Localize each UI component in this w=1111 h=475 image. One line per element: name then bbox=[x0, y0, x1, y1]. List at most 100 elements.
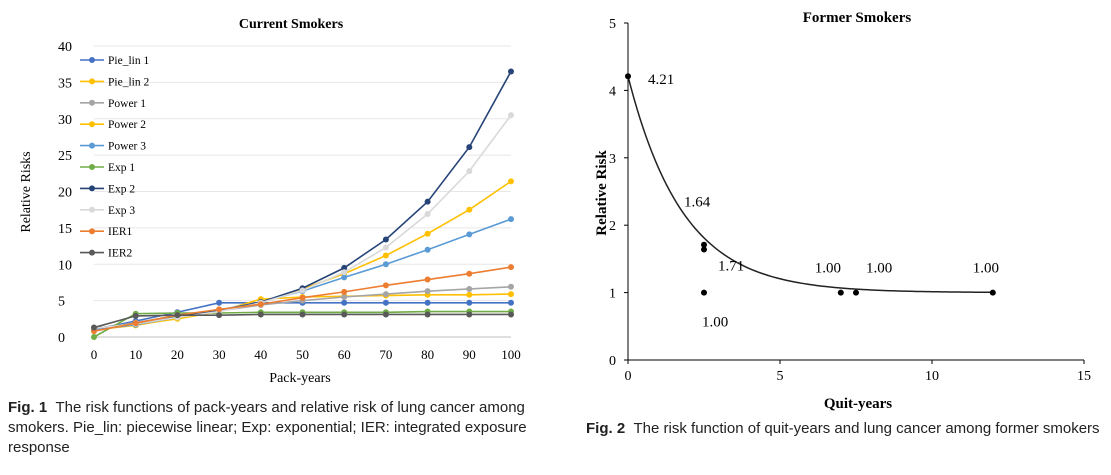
y-tick-label: 15 bbox=[58, 222, 72, 237]
y-tick-label: 35 bbox=[58, 76, 72, 91]
legend-marker bbox=[89, 249, 95, 256]
data-point bbox=[91, 334, 97, 340]
figure-1-caption: Fig. 1 The risk functions of pack-years … bbox=[8, 398, 553, 458]
x-tick-label: 15 bbox=[1077, 369, 1091, 384]
data-point bbox=[382, 261, 389, 268]
data-point bbox=[853, 289, 859, 296]
data-point bbox=[424, 198, 431, 205]
data-point bbox=[466, 299, 473, 306]
data-point bbox=[466, 206, 473, 213]
y-tick-label: 5 bbox=[609, 17, 616, 32]
data-point bbox=[837, 289, 844, 296]
data-label: 1.64 bbox=[684, 195, 711, 211]
data-point bbox=[508, 112, 514, 119]
fitted-curve bbox=[627, 76, 993, 294]
data-point bbox=[989, 289, 996, 296]
data-label: 1.00 bbox=[702, 315, 728, 331]
data-point bbox=[701, 246, 707, 253]
x-tick-label: 10 bbox=[129, 347, 142, 362]
data-point bbox=[299, 294, 306, 301]
y-tick-label: 1 bbox=[609, 287, 616, 302]
legend-marker bbox=[89, 185, 95, 192]
y-tick-label: 0 bbox=[58, 331, 65, 346]
legend-marker bbox=[89, 121, 95, 128]
legend-label: Pie_lin 2 bbox=[108, 76, 149, 88]
x-tick-label: 5 bbox=[777, 369, 784, 384]
x-tick-label: 100 bbox=[501, 347, 521, 362]
legend-label: Power 3 bbox=[108, 141, 146, 153]
data-point bbox=[625, 73, 631, 80]
data-point bbox=[424, 311, 431, 318]
data-point bbox=[508, 291, 514, 298]
data-point bbox=[341, 274, 348, 281]
figure-1-label: Fig. 1 bbox=[8, 399, 48, 416]
y-tick-label: 10 bbox=[58, 258, 72, 273]
legend-label: IER2 bbox=[108, 248, 133, 260]
y-tick-label: 25 bbox=[58, 149, 72, 164]
data-point bbox=[508, 264, 514, 271]
data-point bbox=[132, 320, 139, 327]
data-point bbox=[341, 299, 348, 306]
data-point bbox=[466, 285, 473, 292]
y-axis-label: Relative Risks bbox=[19, 151, 34, 232]
y-tick-label: 5 bbox=[58, 295, 65, 310]
data-label: 4.21 bbox=[648, 72, 674, 88]
chart-title: Former Smokers bbox=[803, 10, 912, 26]
former-smokers-chart: Former Smokers 0 1 2 3 4 5 0 5 10 15 4.21 1.64 1.71… bbox=[594, 10, 1091, 412]
data-point bbox=[508, 68, 514, 75]
data-label: 1.00 bbox=[973, 261, 999, 277]
figure-2-caption-text: The risk function of quit-years and lung… bbox=[633, 420, 1100, 437]
x-axis-label: Quit-years bbox=[824, 396, 892, 412]
data-point bbox=[424, 288, 431, 295]
y-tick-label: 40 bbox=[58, 40, 72, 55]
series-line bbox=[93, 180, 512, 331]
y-axis-label: Relative Risk bbox=[594, 150, 610, 236]
data-point bbox=[382, 282, 389, 289]
data-point bbox=[91, 324, 97, 331]
data-point bbox=[341, 288, 348, 295]
data-point bbox=[424, 276, 431, 283]
x-tick-label: 40 bbox=[254, 347, 267, 362]
x-tick-label: 10 bbox=[925, 369, 939, 384]
legend-marker bbox=[89, 164, 95, 170]
data-label: 1.71 bbox=[718, 258, 744, 274]
legend-label: Power 1 bbox=[108, 98, 146, 110]
legend-marker bbox=[89, 206, 95, 213]
data-point bbox=[424, 211, 431, 218]
data-point bbox=[299, 311, 306, 318]
x-tick-label: 90 bbox=[463, 347, 476, 362]
data-point bbox=[132, 312, 139, 319]
data-point bbox=[257, 301, 264, 308]
legend-label: Exp 1 bbox=[108, 162, 135, 174]
data-point bbox=[508, 283, 514, 290]
data-point bbox=[424, 299, 431, 306]
data-point bbox=[466, 311, 473, 318]
data-point bbox=[174, 312, 181, 319]
legend-marker bbox=[89, 142, 95, 149]
x-tick-label: 70 bbox=[379, 347, 392, 362]
y-tick-label: 20 bbox=[58, 186, 72, 201]
x-axis-label: Pack-years bbox=[269, 371, 330, 386]
legend-label: IER1 bbox=[108, 226, 133, 238]
legend-marker bbox=[89, 99, 95, 106]
data-point bbox=[508, 178, 514, 185]
data-point bbox=[257, 311, 264, 318]
y-tick-label: 3 bbox=[609, 152, 616, 167]
x-tick-label: 0 bbox=[625, 369, 632, 384]
x-tick-label: 80 bbox=[421, 347, 434, 362]
legend-marker bbox=[89, 57, 95, 63]
data-point bbox=[424, 230, 431, 237]
data-label: 1.00 bbox=[815, 261, 841, 277]
data-point bbox=[341, 269, 348, 276]
data-point bbox=[508, 216, 514, 223]
y-tick-label: 2 bbox=[609, 219, 616, 234]
data-point bbox=[466, 291, 473, 298]
y-tick-label: 4 bbox=[609, 84, 616, 99]
figure-2-label: Fig. 2 bbox=[586, 420, 626, 437]
data-point bbox=[382, 291, 389, 298]
data-point bbox=[216, 299, 223, 306]
figure-2-caption: Fig. 2 The risk function of quit-years a… bbox=[586, 419, 1106, 439]
figure-1-caption-text: The risk functions of pack-years and rel… bbox=[8, 399, 527, 456]
data-point bbox=[341, 264, 348, 271]
data-point bbox=[466, 231, 473, 238]
